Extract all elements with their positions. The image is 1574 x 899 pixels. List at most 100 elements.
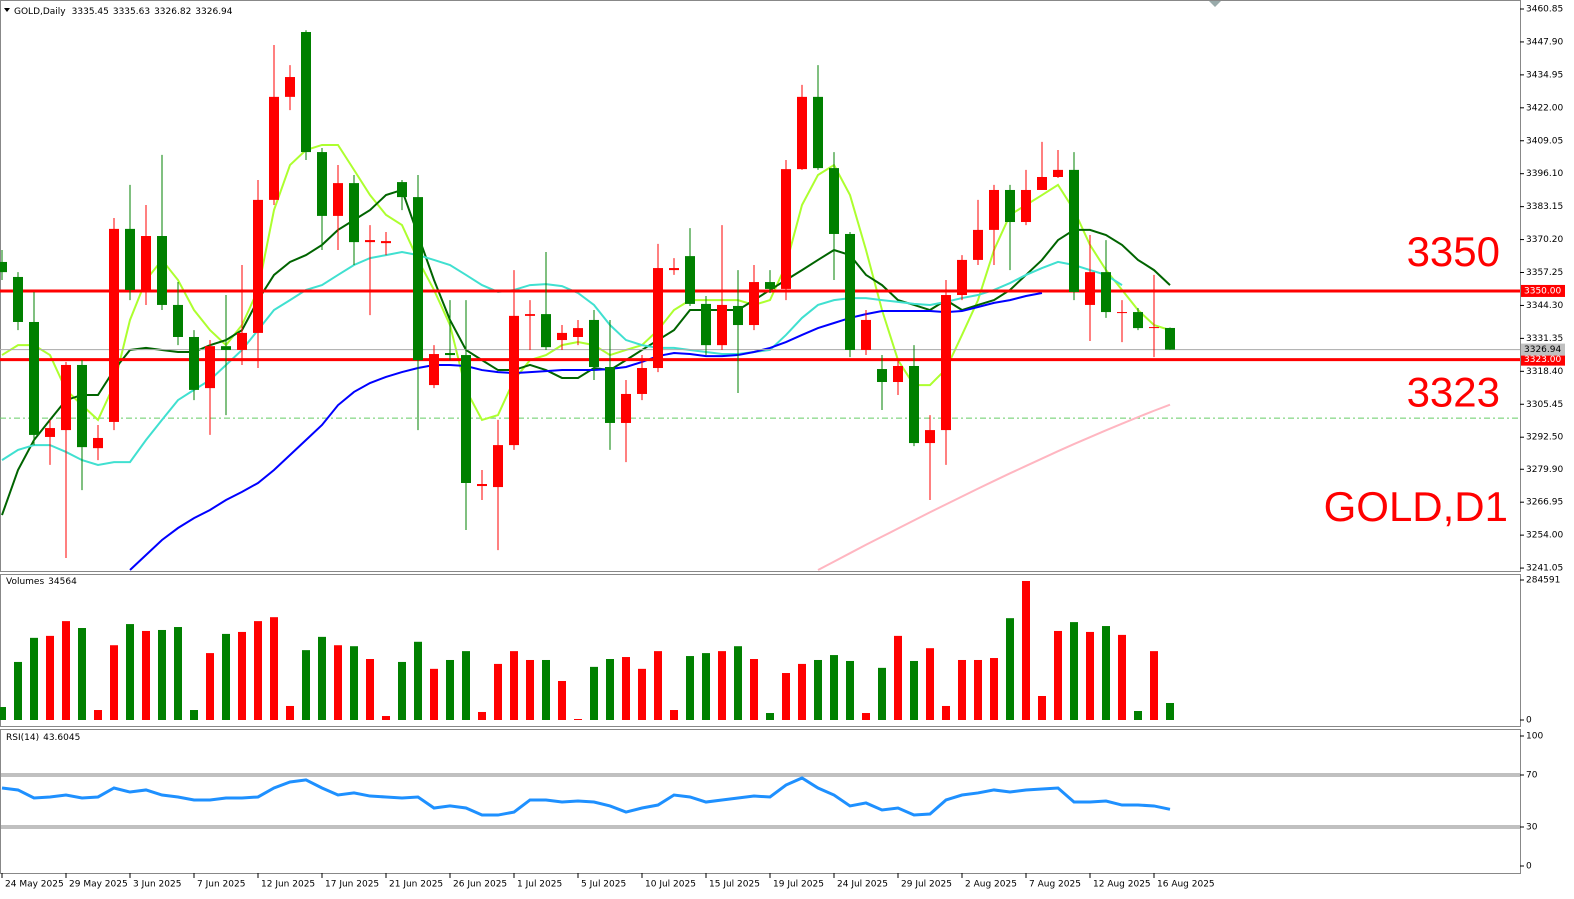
candle-body: [1117, 312, 1127, 314]
volume-bar: [14, 661, 22, 720]
x-tick-label: 16 Aug 2025: [1157, 880, 1215, 890]
candle-body: [301, 32, 311, 153]
candle-body: [93, 437, 103, 449]
candle-body: [413, 197, 423, 361]
y-tick-label: 3460.85: [1526, 4, 1563, 14]
candle-body: [1085, 272, 1095, 305]
shift-marker: [1209, 1, 1221, 7]
x-tick-label: 3 Jun 2025: [133, 880, 181, 890]
candle-body: [1069, 169, 1079, 292]
candle-body: [237, 332, 247, 350]
candle-body: [509, 315, 519, 446]
candle-body: [669, 268, 679, 271]
volume-bar: [590, 666, 598, 720]
candle-body: [1149, 327, 1159, 329]
volume-bar: [1054, 630, 1062, 720]
x-tick-label: 1 Jul 2025: [517, 880, 562, 890]
candle-body: [829, 168, 839, 234]
rsi-header: RSI(14) 43.6045: [6, 733, 80, 743]
volume-bar: [382, 716, 390, 720]
volume-bar: [1086, 631, 1094, 720]
candle-body: [365, 240, 375, 243]
candle-body: [685, 256, 695, 304]
candle-body: [717, 304, 727, 346]
candle-body: [925, 430, 935, 444]
candle-body: [205, 346, 215, 389]
volume-bar: [398, 661, 406, 720]
x-tick-label: 21 Jun 2025: [389, 880, 443, 890]
volume-bar: [862, 713, 870, 720]
candle-body: [269, 96, 279, 200]
candle-body: [0, 261, 7, 273]
level-axis-box: [1521, 284, 1565, 297]
volume-last: 34564: [48, 577, 77, 587]
volume-bar: [942, 705, 950, 720]
candle-body: [157, 236, 167, 305]
volume-bar: [926, 648, 934, 720]
candle-body: [317, 152, 327, 216]
volume-bar: [142, 630, 150, 720]
volume-bar: [462, 651, 470, 720]
volume-bar: [1006, 618, 1014, 720]
volume-bar: [798, 663, 806, 720]
moving-average: [129, 292, 1043, 571]
x-tick-label: 12 Aug 2025: [1093, 880, 1151, 890]
volume-bar: [334, 645, 342, 720]
candle-body: [973, 229, 983, 260]
volume-bar: [702, 653, 710, 720]
volume-bar: [1118, 634, 1126, 720]
volume-bar: [350, 646, 358, 720]
volume-bar: [78, 628, 86, 720]
x-tick-label: 29 May 2025: [69, 880, 128, 890]
y-tick-label: 3305.45: [1526, 400, 1563, 410]
candle-body: [45, 428, 55, 437]
volume-bar: [766, 713, 774, 720]
candle-body: [477, 484, 487, 487]
volume-bar: [1070, 622, 1078, 720]
volume-bar: [718, 651, 726, 720]
y-tick-label: 3357.25: [1526, 268, 1563, 278]
y-tick-label: 3344.30: [1526, 301, 1563, 311]
y-tick-label: 3422.00: [1526, 103, 1563, 113]
candle-body: [13, 276, 23, 322]
volume-bar: [46, 635, 54, 720]
volume-bar: [94, 710, 102, 720]
candle-body: [557, 332, 567, 341]
candle-body: [909, 365, 919, 444]
y-tick-label: 3292.50: [1526, 433, 1563, 443]
candle-body: [1165, 327, 1175, 350]
y-tick-label: 3434.95: [1526, 70, 1563, 80]
rsi-pane: [0, 729, 1521, 874]
volume-bar: [174, 627, 182, 720]
volume-bar: [734, 646, 742, 720]
candle-body: [173, 304, 183, 337]
candle-body: [765, 282, 775, 289]
volume-bar: [830, 655, 838, 720]
price-pane: [0, 0, 1521, 572]
volume-bar: [1166, 702, 1174, 720]
level-axis-box: [1521, 353, 1565, 366]
candle-body: [573, 328, 583, 337]
volume-bar: [190, 710, 198, 720]
candle-body: [637, 368, 647, 394]
moving-average: [1, 251, 1123, 466]
volume-bar: [878, 667, 886, 720]
volume-bar: [254, 621, 262, 720]
candle-body: [989, 189, 999, 230]
rsi-last: 43.6045: [43, 733, 80, 743]
volume-bar: [1102, 626, 1110, 720]
volume-bar: [222, 633, 230, 720]
chart-header: GOLD,Daily 3335.45 3335.63 3326.82 3326.94: [14, 7, 233, 17]
candle-body: [957, 259, 967, 296]
high: 3335.63: [113, 7, 150, 17]
rsi-tick-label: 0: [1526, 862, 1532, 872]
volume-bar: [478, 711, 486, 720]
volume-title: Volumes: [6, 577, 44, 587]
candle-body: [733, 305, 743, 326]
volume-bar: [542, 659, 550, 720]
candle-body: [1037, 176, 1047, 190]
volume-bar: [1134, 710, 1142, 720]
volume-bar: [126, 624, 134, 720]
volume-bar: [622, 657, 630, 720]
volume-bar: [750, 659, 758, 720]
